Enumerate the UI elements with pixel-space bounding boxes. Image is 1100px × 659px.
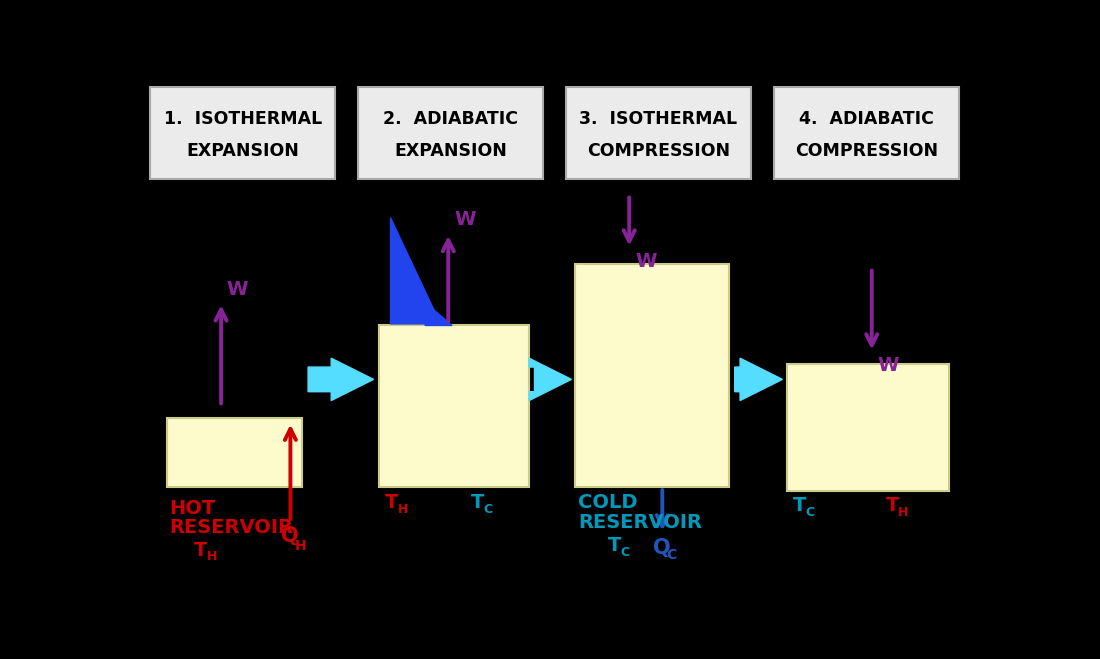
Text: T: T	[385, 492, 398, 511]
Text: C: C	[667, 548, 676, 562]
Bar	[359, 87, 543, 179]
Text: T: T	[195, 541, 208, 560]
Text: W: W	[454, 210, 476, 229]
Text: H: H	[295, 539, 306, 553]
Bar	[788, 364, 949, 491]
Text: T: T	[793, 496, 806, 515]
Text: HOT: HOT	[169, 499, 216, 518]
Text: T: T	[607, 536, 621, 555]
Text: EXPANSION: EXPANSION	[394, 142, 507, 160]
Bar	[575, 264, 729, 487]
Text: Q: Q	[653, 538, 671, 558]
Text: COMPRESSION: COMPRESSION	[795, 142, 938, 160]
Bar	[167, 418, 301, 487]
Text: H: H	[207, 550, 218, 563]
Text: RESERVOIR: RESERVOIR	[579, 513, 703, 532]
Text: T: T	[886, 496, 899, 515]
Text: 3.  ISOTHERMAL: 3. ISOTHERMAL	[580, 110, 737, 128]
Text: RESERVOIR: RESERVOIR	[169, 518, 294, 537]
Bar	[378, 326, 529, 487]
Polygon shape	[529, 358, 572, 401]
Text: 1.  ISOTHERMAL: 1. ISOTHERMAL	[164, 110, 322, 128]
Text: C: C	[805, 506, 815, 519]
Text: C: C	[620, 546, 630, 559]
Text: COMPRESSION: COMPRESSION	[587, 142, 730, 160]
Text: H: H	[898, 506, 909, 519]
Text: H: H	[397, 503, 408, 515]
Polygon shape	[735, 358, 782, 401]
Text: W: W	[227, 279, 248, 299]
Bar	[151, 87, 336, 179]
Text: W: W	[636, 252, 657, 272]
Text: 4.  ADIABATIC: 4. ADIABATIC	[799, 110, 934, 128]
Text: C: C	[484, 503, 493, 515]
Text: W: W	[878, 357, 900, 375]
Text: 2.  ADIABATIC: 2. ADIABATIC	[383, 110, 518, 128]
Text: COLD: COLD	[579, 494, 638, 512]
Polygon shape	[308, 358, 374, 401]
Polygon shape	[390, 217, 440, 324]
Text: T: T	[472, 492, 485, 511]
Text: Q: Q	[282, 526, 299, 546]
Bar	[774, 87, 959, 179]
Bar	[566, 87, 751, 179]
Polygon shape	[425, 302, 452, 326]
Text: EXPANSION: EXPANSION	[186, 142, 299, 160]
